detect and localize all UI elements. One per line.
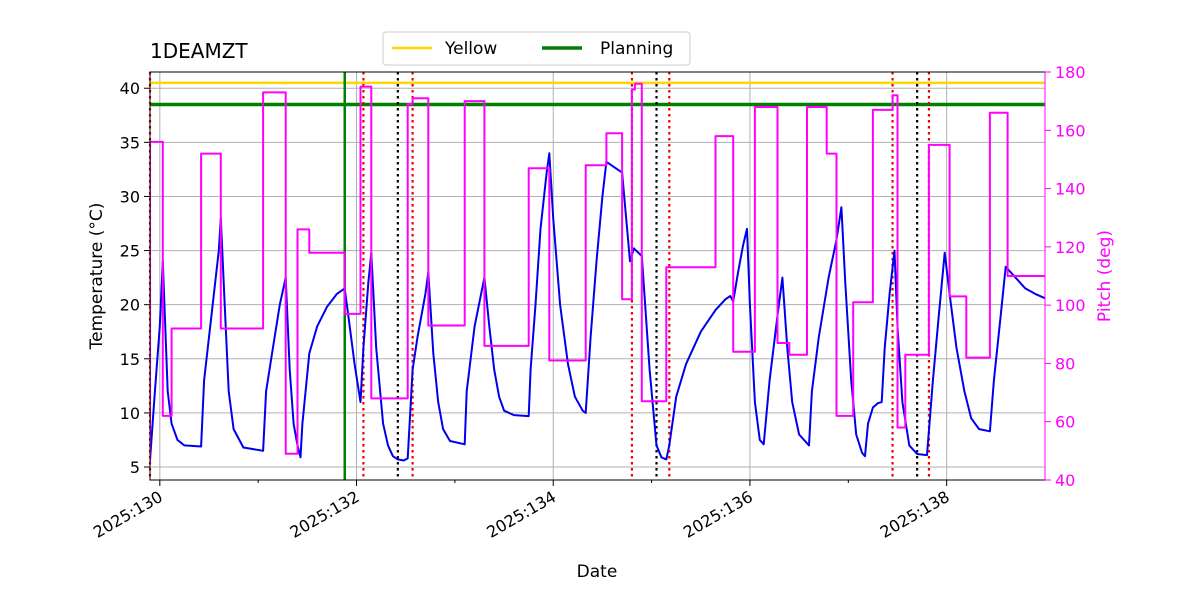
grid-lines bbox=[150, 72, 1045, 480]
y2-tick-label: 60 bbox=[1055, 413, 1075, 432]
y2-tick-label: 40 bbox=[1055, 471, 1075, 490]
series-temperature-line bbox=[150, 152, 1045, 462]
y-tick-label: 40 bbox=[120, 79, 140, 98]
y2-tick-label: 120 bbox=[1055, 238, 1086, 257]
y-tick-label: 30 bbox=[120, 187, 140, 206]
x-axis-title: Date bbox=[577, 562, 618, 582]
y-tick-label: 10 bbox=[120, 404, 140, 423]
legend: Yellow Planning bbox=[382, 31, 691, 66]
y2-tick-label: 80 bbox=[1055, 354, 1075, 373]
y2-tick-label: 100 bbox=[1055, 296, 1086, 315]
y2-tick-label: 160 bbox=[1055, 121, 1086, 140]
legend-box bbox=[382, 31, 691, 66]
y-tick-label: 5 bbox=[130, 458, 140, 477]
y2-axis-title: Pitch (deg) bbox=[1095, 230, 1115, 322]
y2-tick-label: 140 bbox=[1055, 180, 1086, 199]
y-axis-title: Temperature (°C) bbox=[87, 203, 107, 351]
y-tick-label: 25 bbox=[120, 242, 140, 261]
y-tick-label: 20 bbox=[120, 296, 140, 315]
legend-label-yellow: Yellow bbox=[444, 39, 497, 59]
y-axis-left: 5 10 15 20 25 30 35 40 bbox=[120, 79, 150, 477]
limit-lines bbox=[150, 81, 1045, 107]
y2-tick-label: 180 bbox=[1055, 63, 1086, 82]
y-axis-right: 40 60 80 100 120 140 160 180 bbox=[1044, 63, 1086, 490]
y-tick-label: 15 bbox=[120, 350, 140, 369]
plot-series bbox=[150, 82, 1045, 463]
legend-label-planning: Planning bbox=[600, 39, 673, 59]
series-pitch-line bbox=[150, 82, 1045, 463]
chart-title: 1DEAMZT bbox=[150, 39, 248, 63]
y-tick-label: 35 bbox=[120, 133, 140, 152]
